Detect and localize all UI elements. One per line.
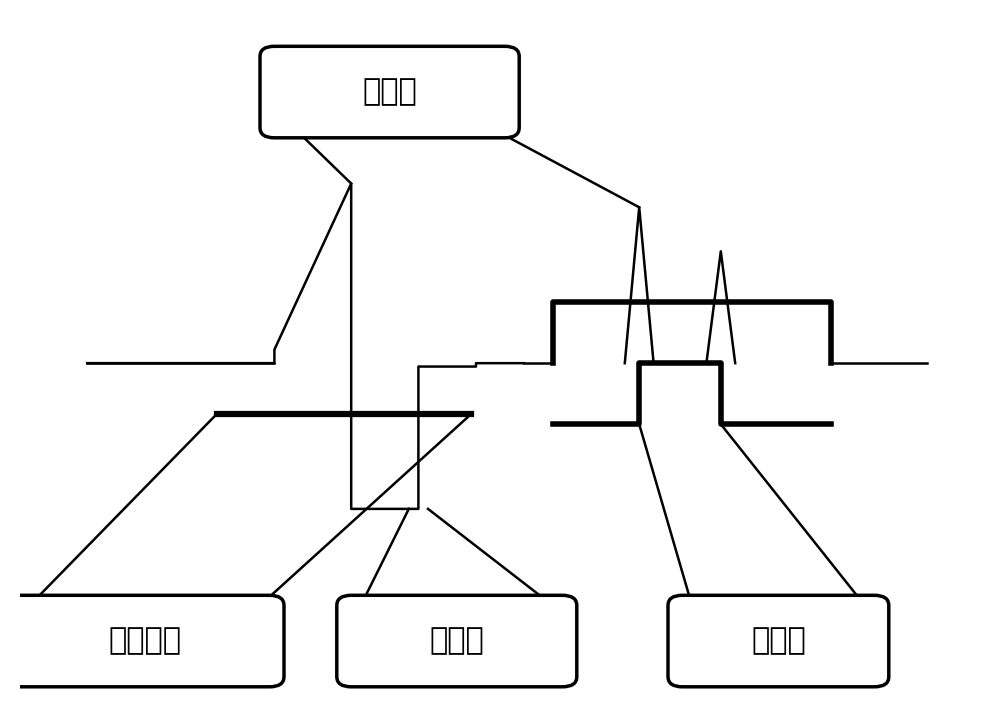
FancyBboxPatch shape [668,595,889,687]
FancyBboxPatch shape [260,47,519,138]
FancyBboxPatch shape [337,595,577,687]
Text: 数据门: 数据门 [751,626,806,656]
FancyBboxPatch shape [6,595,284,687]
Text: 正峰値: 正峰値 [362,78,417,107]
Text: 负峰値: 负峰値 [429,626,484,656]
Text: 前表面门: 前表面门 [108,626,181,656]
